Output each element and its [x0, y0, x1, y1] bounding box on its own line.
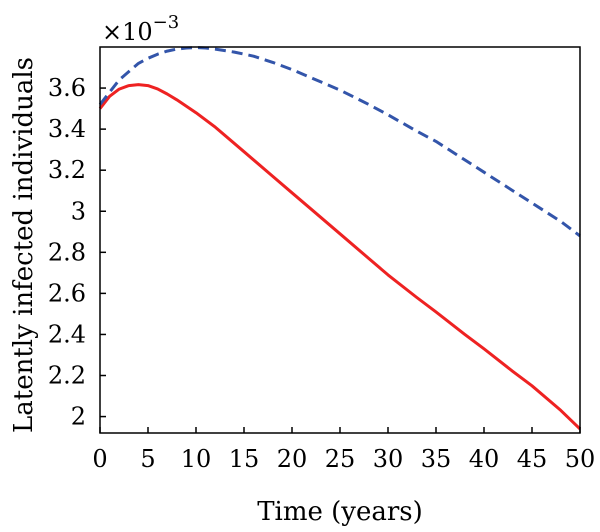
x-tick-label: 30	[373, 445, 404, 473]
series-line-2	[98, 46, 581, 238]
x-tick-label: 45	[517, 445, 548, 473]
y-tick-label: 2.2	[48, 362, 86, 390]
x-tick-label: 10	[181, 445, 212, 473]
x-tick-label: 0	[92, 445, 107, 473]
y-axis-ticks: 2 2.2 2.4 2.6 2.8 3 3.2 3.4 3.6	[48, 74, 106, 431]
y-tick-label: 3.2	[48, 156, 86, 184]
x-tick-label: 5	[140, 445, 155, 473]
y-multiplier-exponent: −3	[153, 12, 180, 33]
series-line-1	[98, 83, 582, 430]
x-axis-title: Time (years)	[257, 497, 423, 527]
x-axis-ticks: 0 5 10 15 20 25 30 35 40 45 50	[92, 427, 595, 473]
y-tick-label: 2.8	[48, 238, 86, 266]
x-tick-label: 40	[469, 445, 500, 473]
x-tick-label: 50	[565, 445, 596, 473]
y-axis-title: Latently infected individuals	[9, 57, 39, 433]
y-tick-label: 2.6	[48, 279, 86, 307]
y-tick-label: 2.4	[48, 320, 86, 348]
y-tick-label: 3.6	[48, 74, 86, 102]
x-tick-label: 20	[277, 445, 308, 473]
y-tick-label: 3	[71, 197, 86, 225]
x-tick-label: 35	[421, 445, 452, 473]
y-tick-label: 3.4	[48, 115, 86, 143]
y-multiplier-label: ×10−3	[102, 12, 179, 46]
y-tick-label: 2	[71, 403, 86, 431]
series-layer	[98, 46, 582, 430]
plot-frame	[99, 46, 581, 434]
x-tick-label: 15	[229, 445, 260, 473]
x-tick-label: 25	[325, 445, 356, 473]
